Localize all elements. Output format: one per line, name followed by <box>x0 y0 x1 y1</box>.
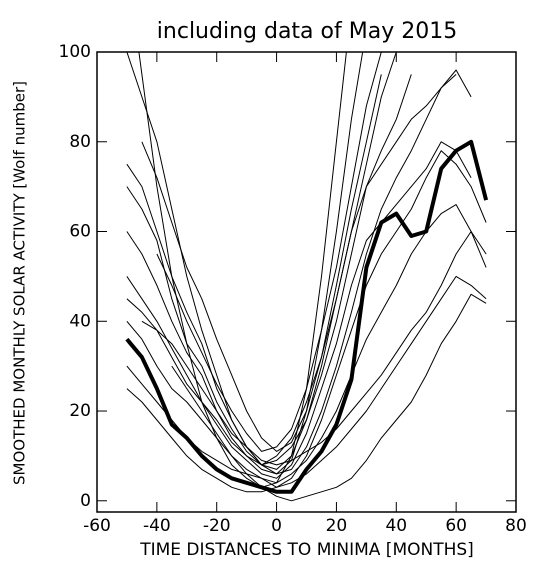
y-tick-label: 0 <box>80 491 91 511</box>
x-tick-label: 40 <box>385 516 407 536</box>
series-line <box>156 52 382 452</box>
series-line <box>125 139 489 494</box>
y-tick-label: 20 <box>69 401 91 421</box>
x-tick-label: -20 <box>203 516 231 536</box>
series-line <box>126 204 487 484</box>
x-tick-label: -40 <box>143 516 171 536</box>
y-tick-label: 100 <box>59 42 91 62</box>
series-line <box>141 231 487 466</box>
x-tick-label: 60 <box>445 516 467 536</box>
x-tick-label: 80 <box>505 516 527 536</box>
y-axis-label: SMOOTHED MONTHLY SOLAR ACTIVITY [Wolf nu… <box>11 81 29 485</box>
series-line <box>141 74 382 452</box>
x-tick-label: -60 <box>83 516 111 536</box>
series-line <box>126 52 397 470</box>
x-tick-label: 0 <box>271 516 282 536</box>
y-tick-label: 60 <box>69 222 91 242</box>
x-tick-label: 20 <box>326 516 348 536</box>
chart-title: including data of May 2015 <box>157 19 457 44</box>
plot-frame <box>96 51 517 513</box>
x-axis-label: TIME DISTANCES TO MINIMA [MONTHS] <box>139 540 474 560</box>
series-line <box>126 69 472 475</box>
y-tick-label: 80 <box>69 132 91 152</box>
series-line <box>126 275 487 493</box>
series-line <box>126 150 487 488</box>
series-line <box>126 74 457 466</box>
series-line <box>171 293 487 502</box>
lines <box>125 52 489 502</box>
series-line <box>126 141 472 479</box>
y-tick-label: 40 <box>69 311 91 331</box>
